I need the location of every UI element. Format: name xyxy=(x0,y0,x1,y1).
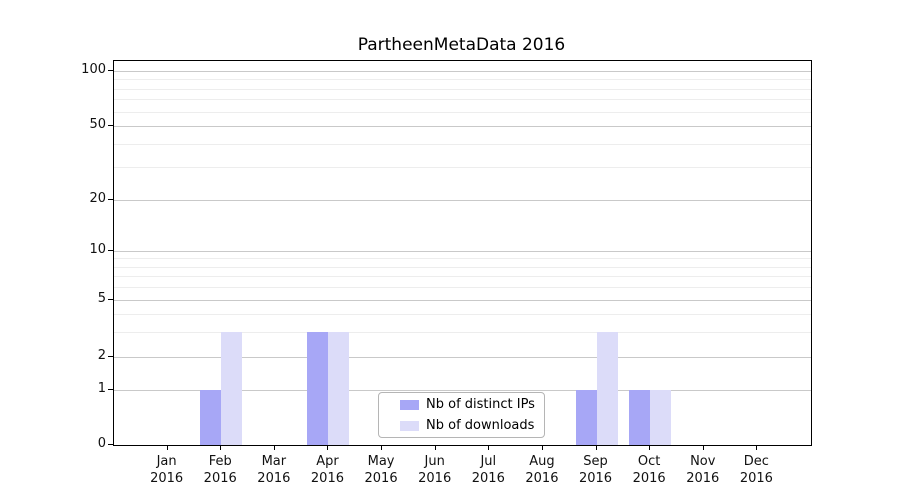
y-tick-label-0: 0 xyxy=(97,436,106,451)
x-tick-mark-aug xyxy=(541,445,543,450)
x-tick-label-jan: Jan 2016 xyxy=(150,454,184,486)
x-tick-mark-sep xyxy=(595,445,597,450)
bar-sep-downloads xyxy=(596,331,618,445)
x-tick-mark-feb xyxy=(220,445,222,450)
y-tick-label-2: 2 xyxy=(97,348,106,363)
gridline-y-1 xyxy=(114,389,811,391)
bar-apr-downloads xyxy=(328,331,350,445)
gridline-y-7 xyxy=(114,276,811,278)
x-tick-mark-mar xyxy=(273,445,275,450)
gridline-y-90 xyxy=(114,79,811,81)
x-tick-label-jul: Jul 2016 xyxy=(471,454,505,486)
y-tick-label-100: 100 xyxy=(81,62,106,77)
y-tick-label-10: 10 xyxy=(89,242,106,257)
x-tick-label-feb: Feb 2016 xyxy=(203,454,237,486)
legend-label-downloads: Nb of downloads xyxy=(426,418,535,433)
gridline-y-8 xyxy=(114,266,811,268)
y-tick-mark-50 xyxy=(108,125,113,126)
x-tick-mark-jan xyxy=(166,445,168,450)
x-tick-label-sep: Sep 2016 xyxy=(578,454,613,486)
bar-sep-distinct-ips xyxy=(575,389,597,445)
bar-oct-distinct-ips xyxy=(629,389,651,445)
x-tick-mark-dec xyxy=(756,445,758,450)
gridline-y-10 xyxy=(114,251,811,252)
legend-label-distinct-ips: Nb of distinct IPs xyxy=(426,397,535,412)
legend-item-downloads: Nb of downloads xyxy=(400,417,544,435)
gridline-y-20 xyxy=(114,200,811,201)
y-tick-label-20: 20 xyxy=(89,191,106,206)
x-tick-label-dec: Dec 2016 xyxy=(739,454,773,486)
y-tick-label-5: 5 xyxy=(97,291,106,306)
gridline-y-100 xyxy=(114,71,811,72)
y-tick-mark-0 xyxy=(108,444,113,445)
y-tick-label-1: 1 xyxy=(97,380,106,396)
x-tick-label-mar: Mar 2016 xyxy=(257,454,291,486)
x-tick-mark-apr xyxy=(327,445,329,450)
x-tick-label-oct: Oct 2016 xyxy=(632,454,666,486)
y-tick-mark-100 xyxy=(108,70,113,71)
x-tick-label-aug: Aug 2016 xyxy=(525,454,559,486)
legend-swatch-distinct-ips xyxy=(400,399,419,410)
legend-swatch-downloads xyxy=(400,420,419,431)
chart-title: PartheenMetaData 2016 xyxy=(357,35,566,55)
y-tick-mark-20 xyxy=(108,199,113,200)
x-tick-label-jun: Jun 2016 xyxy=(418,454,452,486)
y-tick-label-50: 50 xyxy=(89,117,106,132)
x-tick-mark-jul xyxy=(488,445,490,450)
x-tick-label-nov: Nov 2016 xyxy=(686,454,720,486)
gridline-y-70 xyxy=(114,99,811,101)
legend: Nb of distinct IPs Nb of downloads xyxy=(378,392,545,438)
gridline-y-40 xyxy=(114,144,811,146)
gridline-y-9 xyxy=(114,258,811,260)
bar-feb-downloads xyxy=(221,331,243,445)
x-tick-mark-jun xyxy=(434,445,436,450)
legend-item-distinct-ips: Nb of distinct IPs xyxy=(400,396,544,414)
gridline-y-3 xyxy=(114,331,811,333)
gridline-y-80 xyxy=(114,88,811,90)
bar-oct-downloads xyxy=(650,389,672,445)
gridline-y-50 xyxy=(114,126,811,127)
gridline-y-30 xyxy=(114,167,811,169)
bar-feb-distinct-ips xyxy=(200,389,222,445)
y-tick-mark-1 xyxy=(108,388,113,390)
x-tick-label-apr: Apr 2016 xyxy=(310,454,344,486)
gridline-y-2 xyxy=(114,357,811,358)
gridline-y-4 xyxy=(114,313,811,315)
y-tick-mark-10 xyxy=(108,250,113,251)
gridline-y-60 xyxy=(114,111,811,113)
y-tick-mark-5 xyxy=(108,299,113,300)
bar-apr-distinct-ips xyxy=(307,331,329,445)
gridline-y-5 xyxy=(114,300,811,301)
x-tick-mark-may xyxy=(381,445,383,450)
x-tick-label-may: May 2016 xyxy=(364,454,398,486)
gridline-y-6 xyxy=(114,287,811,289)
x-tick-mark-nov xyxy=(702,445,704,450)
x-tick-mark-oct xyxy=(649,445,651,450)
plot-area xyxy=(113,60,812,446)
y-tick-mark-2 xyxy=(108,356,113,357)
